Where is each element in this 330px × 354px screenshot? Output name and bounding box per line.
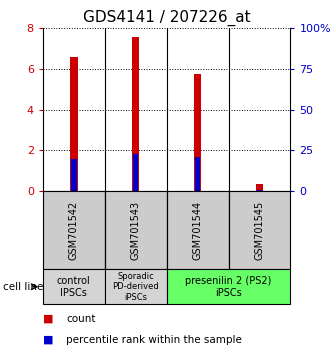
Text: GSM701544: GSM701544 (193, 200, 203, 260)
Bar (105, 269, 167, 304)
Bar (105, 191, 167, 269)
Text: GSM701545: GSM701545 (254, 200, 264, 260)
Bar (194, 74, 201, 191)
Bar (167, 269, 290, 304)
Text: Sporadic
PD-derived
iPSCs: Sporadic PD-derived iPSCs (112, 272, 159, 302)
Bar (43, 269, 105, 304)
Text: control
IPSCs: control IPSCs (57, 276, 91, 298)
Text: GSM701542: GSM701542 (69, 200, 79, 260)
Text: ■: ■ (43, 335, 53, 345)
Text: GSM701543: GSM701543 (131, 200, 141, 260)
Text: count: count (66, 314, 95, 324)
Bar (71, 159, 77, 191)
Text: ■: ■ (43, 314, 53, 324)
Bar (257, 190, 262, 191)
Text: cell line: cell line (3, 282, 44, 292)
Bar (133, 154, 139, 191)
Bar (43, 191, 105, 269)
Bar (167, 191, 228, 269)
Bar (256, 184, 263, 191)
Title: GDS4141 / 207226_at: GDS4141 / 207226_at (83, 9, 250, 25)
Bar (70, 57, 78, 191)
Bar (132, 38, 139, 191)
Bar (228, 191, 290, 269)
Text: percentile rank within the sample: percentile rank within the sample (66, 335, 242, 345)
Text: presenilin 2 (PS2)
iPSCs: presenilin 2 (PS2) iPSCs (185, 276, 272, 298)
Bar (195, 156, 200, 191)
